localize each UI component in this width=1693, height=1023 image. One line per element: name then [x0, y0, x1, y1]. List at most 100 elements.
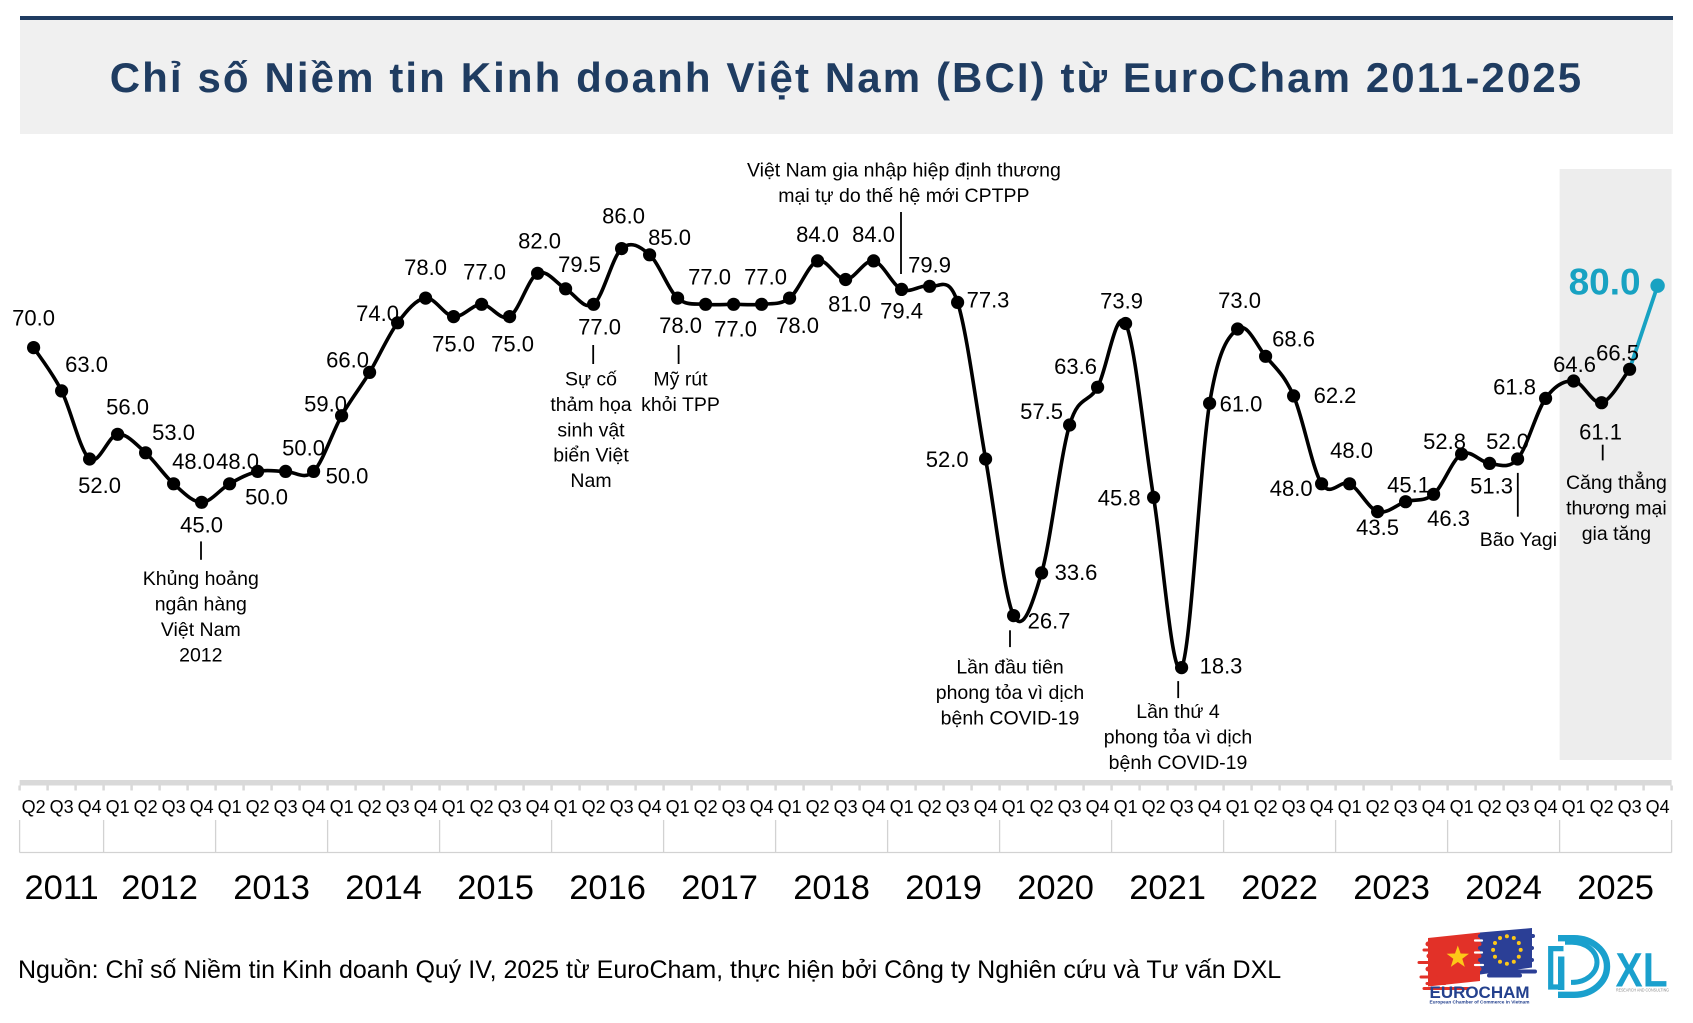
svg-text:50.0: 50.0 [282, 435, 325, 460]
svg-text:Q1: Q1 [1114, 797, 1138, 817]
svg-text:Q4: Q4 [1422, 797, 1446, 817]
svg-text:Q2: Q2 [1590, 797, 1614, 817]
svg-text:sinh vật: sinh vật [557, 419, 625, 441]
svg-text:Sự cố: Sự cố [565, 369, 617, 391]
svg-text:66.0: 66.0 [326, 347, 369, 372]
svg-text:Q3: Q3 [1618, 797, 1642, 817]
svg-text:Q4: Q4 [414, 797, 438, 817]
svg-text:77.0: 77.0 [688, 264, 731, 289]
svg-text:78.0: 78.0 [659, 313, 702, 338]
svg-text:2019: 2019 [905, 869, 982, 907]
svg-text:Q3: Q3 [50, 797, 74, 817]
svg-text:45.8: 45.8 [1098, 485, 1141, 510]
svg-text:Q4: Q4 [1310, 797, 1334, 817]
svg-text:85.0: 85.0 [648, 225, 691, 250]
svg-text:Q2: Q2 [134, 797, 158, 817]
svg-text:2011: 2011 [24, 869, 98, 907]
svg-text:70.0: 70.0 [12, 306, 55, 331]
svg-text:52.0: 52.0 [1486, 429, 1529, 454]
svg-text:2016: 2016 [569, 869, 646, 907]
svg-text:79.4: 79.4 [880, 298, 923, 323]
svg-text:74.0: 74.0 [356, 301, 399, 326]
svg-text:75.0: 75.0 [491, 332, 534, 357]
svg-text:Q4: Q4 [78, 797, 102, 817]
svg-text:Lần thứ 4: Lần thứ 4 [1136, 701, 1220, 723]
svg-text:Mỹ rút: Mỹ rút [653, 369, 708, 391]
svg-text:Q1: Q1 [1226, 797, 1250, 817]
svg-text:mại tự do thế hệ mới CPTPP: mại tự do thế hệ mới CPTPP [778, 185, 1029, 207]
svg-text:57.5: 57.5 [1020, 399, 1063, 424]
svg-text:Nam: Nam [570, 470, 611, 492]
svg-text:thảm họa: thảm họa [550, 394, 631, 416]
svg-text:bệnh COVID-19: bệnh COVID-19 [1109, 752, 1248, 774]
svg-text:56.0: 56.0 [106, 394, 149, 419]
svg-text:53.0: 53.0 [152, 420, 195, 445]
svg-text:2012: 2012 [121, 869, 198, 907]
svg-text:61.1: 61.1 [1579, 420, 1622, 445]
svg-text:26.7: 26.7 [1028, 609, 1071, 634]
svg-text:33.6: 33.6 [1055, 560, 1098, 585]
svg-text:59.0: 59.0 [304, 392, 347, 417]
svg-text:2024: 2024 [1465, 869, 1542, 907]
svg-text:2018: 2018 [793, 869, 870, 907]
svg-text:46.3: 46.3 [1427, 506, 1470, 531]
svg-text:62.2: 62.2 [1314, 383, 1357, 408]
svg-text:45.0: 45.0 [180, 512, 223, 537]
svg-text:thương mại: thương mại [1566, 497, 1667, 519]
svg-text:Q2: Q2 [1030, 797, 1054, 817]
svg-text:Q4: Q4 [526, 797, 550, 817]
svg-text:bệnh COVID-19: bệnh COVID-19 [941, 707, 1080, 729]
svg-text:61.0: 61.0 [1220, 391, 1263, 416]
svg-text:75.0: 75.0 [432, 332, 475, 357]
svg-text:Q3: Q3 [1282, 797, 1306, 817]
svg-text:45.1: 45.1 [1387, 473, 1430, 498]
svg-text:68.6: 68.6 [1272, 326, 1315, 351]
svg-text:Q4: Q4 [1086, 797, 1110, 817]
svg-text:Q1: Q1 [442, 797, 466, 817]
svg-text:Q4: Q4 [302, 797, 326, 817]
svg-text:63.6: 63.6 [1054, 354, 1097, 379]
svg-text:RESEARCH AND CONSULTING: RESEARCH AND CONSULTING [1616, 988, 1669, 993]
svg-text:Q2: Q2 [806, 797, 830, 817]
svg-text:Q2: Q2 [1366, 797, 1390, 817]
svg-text:Q2: Q2 [1254, 797, 1278, 817]
svg-text:Q2: Q2 [470, 797, 494, 817]
svg-text:Q1: Q1 [1002, 797, 1026, 817]
svg-text:Q3: Q3 [946, 797, 970, 817]
svg-text:73.9: 73.9 [1100, 289, 1143, 314]
svg-text:81.0: 81.0 [828, 292, 871, 317]
svg-text:52.0: 52.0 [926, 447, 969, 472]
svg-text:Q4: Q4 [190, 797, 214, 817]
svg-text:Q2: Q2 [22, 797, 46, 817]
svg-text:Q1: Q1 [554, 797, 578, 817]
svg-text:Bão Yagi: Bão Yagi [1480, 529, 1557, 551]
svg-text:Q4: Q4 [638, 797, 662, 817]
svg-text:gia tăng: gia tăng [1582, 523, 1651, 545]
svg-text:phong tỏa vì dịch: phong tỏa vì dịch [936, 682, 1085, 704]
svg-text:48.0: 48.0 [172, 449, 215, 474]
svg-text:18.3: 18.3 [1200, 654, 1243, 679]
svg-text:Q1: Q1 [890, 797, 914, 817]
svg-text:Q4: Q4 [1198, 797, 1222, 817]
svg-text:Q2: Q2 [694, 797, 718, 817]
svg-text:48.0: 48.0 [216, 449, 259, 474]
svg-text:Q3: Q3 [1394, 797, 1418, 817]
svg-text:ngân hàng: ngân hàng [155, 594, 247, 616]
svg-text:Q1: Q1 [1562, 797, 1586, 817]
svg-text:73.0: 73.0 [1218, 288, 1261, 313]
svg-text:63.0: 63.0 [65, 352, 108, 377]
svg-text:Việt Nam: Việt Nam [161, 619, 241, 641]
svg-text:82.0: 82.0 [518, 228, 561, 253]
svg-text:80.0: 80.0 [1569, 262, 1641, 303]
svg-text:Q4: Q4 [974, 797, 998, 817]
svg-text:Q4: Q4 [1534, 797, 1558, 817]
svg-text:Q1: Q1 [218, 797, 242, 817]
svg-text:Q1: Q1 [1338, 797, 1362, 817]
svg-text:77.3: 77.3 [967, 287, 1010, 312]
svg-text:84.0: 84.0 [796, 222, 839, 247]
svg-text:84.0: 84.0 [852, 222, 895, 247]
svg-text:2020: 2020 [1017, 869, 1094, 907]
svg-text:2014: 2014 [345, 869, 422, 907]
svg-text:77.0: 77.0 [463, 259, 506, 284]
svg-text:Q3: Q3 [722, 797, 746, 817]
